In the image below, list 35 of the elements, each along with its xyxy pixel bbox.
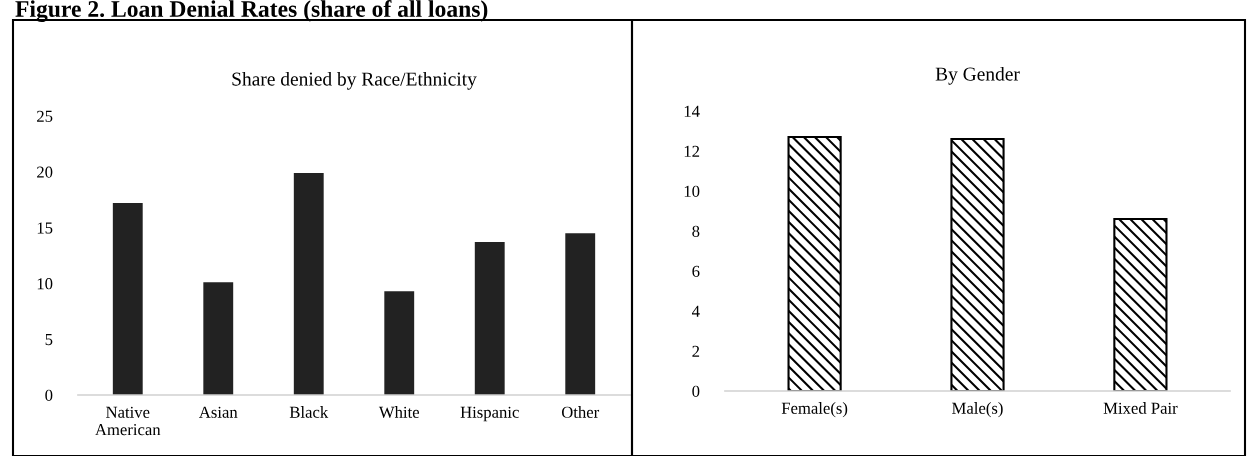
chart-title: Share denied by Race/Ethnicity: [232, 71, 477, 90]
bar: [1113, 217, 1168, 391]
bar: [950, 137, 1005, 391]
y-tick-label: 5: [45, 334, 53, 346]
y-tick-label: 20: [37, 166, 53, 178]
x-tick-label: White: [378, 406, 420, 418]
bar: [565, 233, 596, 395]
bar: [474, 242, 505, 395]
bar: [293, 172, 324, 395]
x-tick-label: Mixed Pair: [1103, 402, 1178, 414]
x-tick-label: Native American: [95, 406, 161, 436]
y-tick-label: 0: [692, 385, 700, 397]
y-tick-label: 15: [37, 222, 53, 234]
y-tick-label: 0: [45, 389, 53, 401]
y-tick-label: 14: [684, 105, 700, 117]
x-tick-label: Hispanic: [460, 406, 519, 422]
x-tick-label: Male(s): [952, 402, 1003, 418]
y-tick-label: 10: [684, 185, 700, 197]
bar: [384, 291, 415, 395]
chart-title: By Gender: [935, 66, 1020, 85]
y-tick-label: 6: [692, 265, 700, 277]
x-tick-label: Female(s): [781, 402, 848, 418]
y-tick-label: 4: [691, 305, 700, 317]
x-tick-label: Asian: [198, 406, 238, 418]
y-tick-label: 8: [692, 225, 700, 237]
x-tick-label: Other: [561, 406, 600, 418]
x-tick-label: Black: [289, 406, 329, 418]
caption: Figure 2. Loan Denial Rates (share of all loans): [15, 0, 488, 22]
y-tick-label: 2: [692, 345, 700, 357]
y-tick-label: 25: [37, 110, 53, 122]
y-tick-label: 12: [684, 145, 700, 157]
bar: [203, 282, 234, 395]
bar: [112, 203, 143, 395]
y-tick-label: 10: [37, 278, 53, 290]
bar: [787, 135, 842, 391]
